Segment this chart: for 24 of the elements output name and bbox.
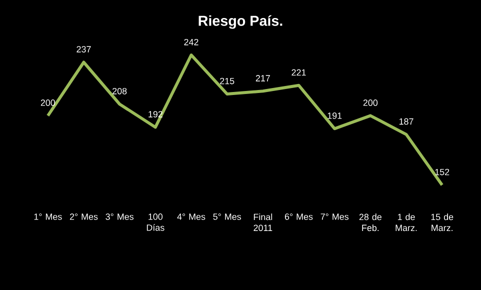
x-tick-label: 1 de Marz.	[396, 214, 417, 232]
x-tick-label: Final 2011	[254, 214, 272, 232]
data-label: 237	[76, 46, 91, 52]
x-tick-label: 5° Mes	[213, 214, 242, 220]
x-tick-label: 2° Mes	[70, 214, 98, 220]
x-tick-label: 15 de Marz.	[431, 214, 454, 232]
x-tick-label: 7° Mes	[320, 214, 349, 220]
data-label: 187	[399, 118, 414, 125]
data-label: 215	[220, 78, 234, 84]
data-label: 200	[40, 100, 56, 106]
x-tick-label: 100 Días	[146, 214, 164, 231]
data-label: 200	[363, 100, 378, 106]
chart-title: Riesgo País.	[198, 15, 282, 29]
x-tick-label: 1° Mes	[34, 214, 62, 220]
data-label: 208	[112, 88, 127, 94]
x-tick-label: 4° Mes	[177, 214, 206, 220]
x-tick-label: 3° Mes	[106, 214, 134, 220]
x-tick-label: 6° Mes	[284, 214, 313, 220]
data-label: 221	[292, 69, 306, 76]
data-label: 152	[435, 168, 450, 176]
data-label: 242	[184, 38, 198, 46]
data-label: 217	[256, 75, 270, 82]
data-label: 191	[328, 112, 342, 119]
x-tick-label: 28 de Feb.	[359, 214, 382, 232]
